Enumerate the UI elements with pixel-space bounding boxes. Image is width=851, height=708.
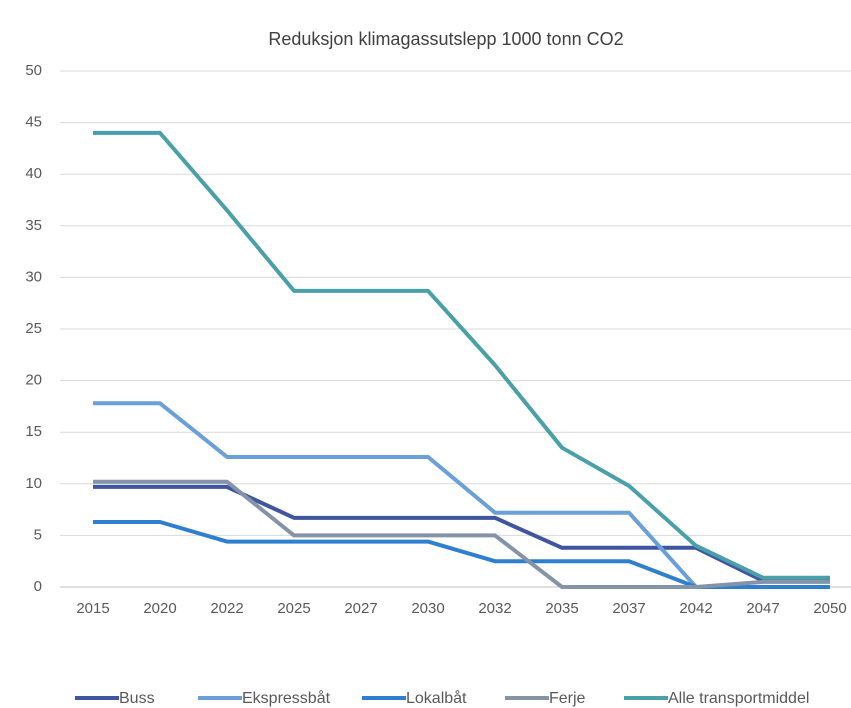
x-tick-label: 2042 xyxy=(679,600,712,617)
y-tick-label: 20 xyxy=(25,372,42,389)
x-tick-label: 2025 xyxy=(277,600,310,617)
y-tick-label: 25 xyxy=(25,320,42,337)
x-tick-label: 2050 xyxy=(813,600,846,617)
legend-label: Ferje xyxy=(549,690,586,707)
y-tick-label: 0 xyxy=(34,578,42,595)
series-line xyxy=(93,519,830,589)
y-tick-label: 15 xyxy=(25,423,42,440)
legend-label: Ekspressbåt xyxy=(242,689,331,707)
x-tick-label: 2035 xyxy=(545,600,578,617)
y-tick-label: 10 xyxy=(25,475,42,492)
series-line xyxy=(93,484,830,583)
y-tick-label: 45 xyxy=(25,114,42,131)
chart-title: Reduksjon klimagassutslepp 1000 tonn CO2 xyxy=(268,29,623,49)
x-tick-label: 2032 xyxy=(478,600,511,617)
y-tick-label: 35 xyxy=(25,217,42,234)
y-tick-label: 5 xyxy=(34,526,42,543)
x-tick-label: 2020 xyxy=(143,600,176,617)
y-tick-label: 40 xyxy=(25,165,42,182)
x-tick-label: 2030 xyxy=(411,600,444,617)
x-tick-label: 2037 xyxy=(612,600,645,617)
series-line xyxy=(93,130,830,580)
y-tick-label: 30 xyxy=(25,268,42,285)
legend-label: Alle transportmiddel xyxy=(668,690,809,707)
x-tick-label: 2022 xyxy=(210,600,243,617)
x-tick-label: 2015 xyxy=(76,600,109,617)
legend-label: Buss xyxy=(119,690,155,707)
x-tick-label: 2047 xyxy=(746,600,779,617)
legend-label: Lokalbåt xyxy=(406,689,467,707)
y-tick-label: 50 xyxy=(25,62,42,79)
x-tick-label: 2027 xyxy=(344,600,377,617)
series-line xyxy=(93,479,830,589)
